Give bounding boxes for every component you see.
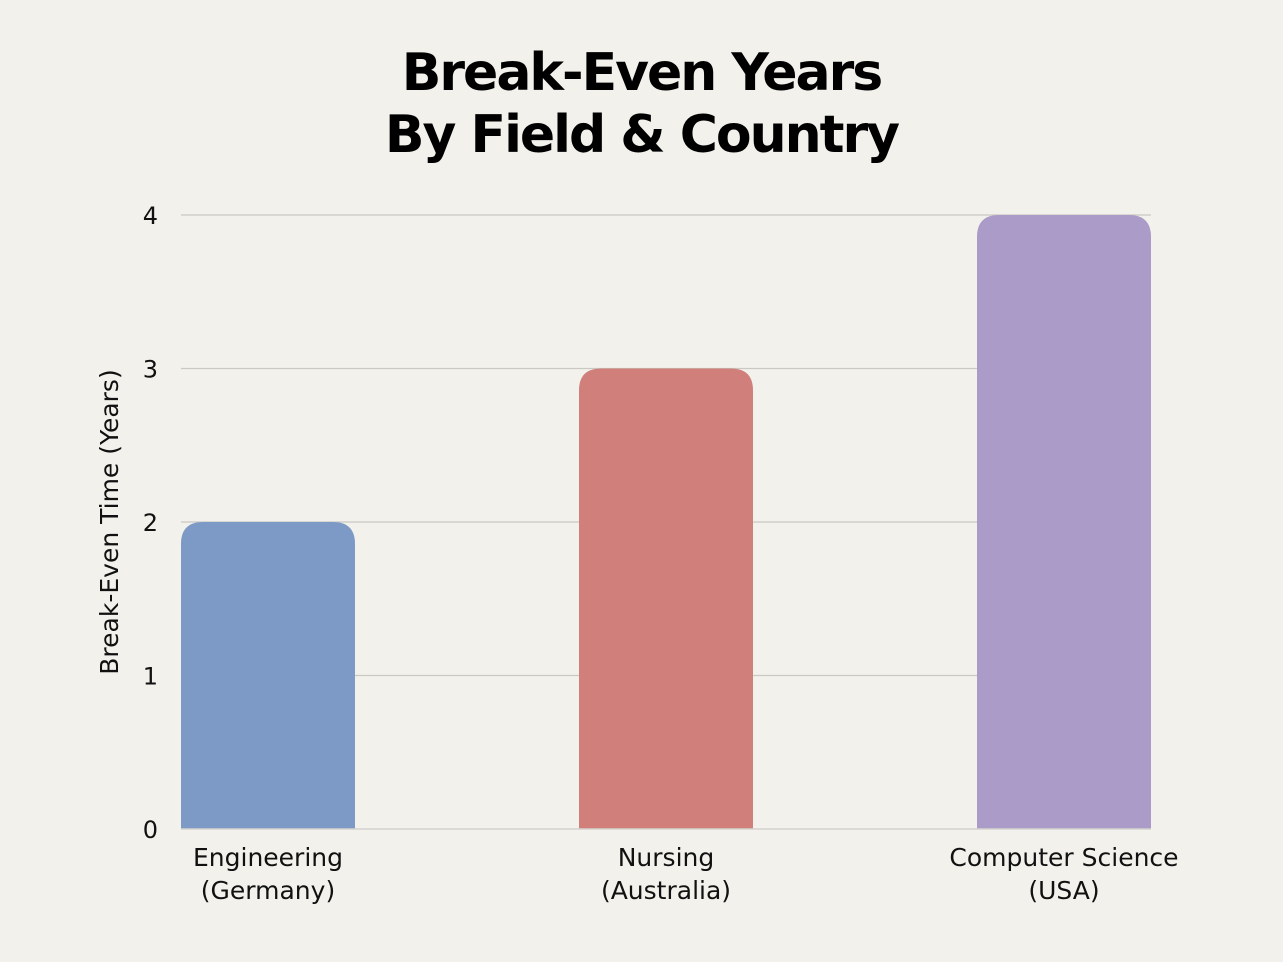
bars bbox=[181, 215, 1151, 829]
chart-title-line-1: Break-Even Years bbox=[401, 43, 883, 103]
y-tick-label: 0 bbox=[143, 816, 158, 844]
x-tick-label: Engineering (Germany) bbox=[193, 843, 343, 905]
y-tick-label: 1 bbox=[143, 663, 158, 691]
x-tick-label-line: Engineering bbox=[193, 843, 343, 872]
bar bbox=[181, 522, 355, 829]
x-tick-label-line: Computer Science bbox=[949, 843, 1178, 872]
y-axis-ticks: 0 1 2 3 4 bbox=[143, 202, 158, 844]
x-tick-label-line: (USA) bbox=[1028, 876, 1099, 905]
y-axis-label: Break-Even Time (Years) bbox=[95, 369, 124, 674]
x-tick-label-line: Nursing bbox=[618, 843, 715, 872]
bar bbox=[977, 215, 1151, 829]
y-tick-label: 2 bbox=[143, 509, 158, 537]
x-tick-label-line: (Germany) bbox=[201, 876, 335, 905]
y-tick-label: 3 bbox=[143, 356, 158, 384]
x-tick-label: Computer Science (USA) bbox=[949, 843, 1178, 905]
x-axis-labels: Engineering (Germany) Nursing (Australia) Co… bbox=[193, 843, 1179, 905]
chart-title-line-2: By Field & Country bbox=[384, 105, 900, 165]
y-tick-label: 4 bbox=[143, 202, 158, 230]
chart-title: Break-Even Years By Field & Country bbox=[0, 42, 1283, 166]
x-tick-label: Nursing (Australia) bbox=[601, 843, 731, 905]
bar bbox=[579, 368, 753, 829]
x-tick-label-line: (Australia) bbox=[601, 876, 731, 905]
